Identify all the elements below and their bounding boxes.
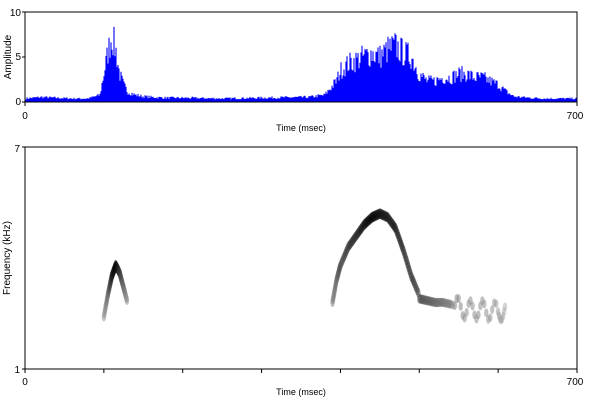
spectrogram-trace-mark [482,299,487,309]
spectrogram-y-tick-label: 1 [14,365,20,376]
amplitude-y-tick-label: 10 [10,8,22,19]
amplitude-y-axis-label: Amplitude [3,34,14,79]
amplitude-y-tick-label: 5 [15,52,21,63]
spectrogram-trace-mark [494,299,499,309]
amplitude-x-axis-label: Time (msec) [276,123,326,133]
spectrogram-trace-mark [452,301,457,311]
spectrogram-trace-mark [124,296,130,305]
spectrogram-trace-mark [476,310,481,320]
amplitude-waveform [25,26,577,102]
spectrogram-trace-mark [502,302,508,311]
spectrogram-trace-mark [456,294,461,304]
spectrogram-y-axis-label: Frequency (kHz) [2,221,13,295]
spectrogram-trace-mark [458,301,463,311]
spectrogram-traces [101,208,508,325]
spectrogram-x-tick-label: 700 [567,377,584,388]
spectrogram-trace-mark [484,308,489,318]
spectrogram-trace-mark [488,313,493,323]
spectrogram-plot-frame [24,146,578,370]
spectrogram-trace-mark [464,308,469,317]
amplitude-y-tick-label: 0 [15,97,21,108]
spectrogram-y-tick-label: 7 [14,144,20,155]
spectrogram-panel: 7 1 0 700 Time (msec) Frequency (kHz) [2,144,584,397]
amplitude-envelope [25,26,577,102]
spectrogram-trace-mark [470,301,475,311]
spectrogram-x-axis-label: Time (msec) [276,387,326,397]
amplitude-x-tick-label: 700 [567,111,584,122]
spectrogram-trace-mark [490,305,495,314]
amplitude-x-tick-label: 0 [22,111,28,122]
amplitude-ticks [22,11,578,106]
spectrogram-x-tick-label: 0 [22,377,28,388]
spectrogram-ticks [22,146,578,373]
amplitude-panel: 10 5 0 0 700 Time (msec) Amplitude [3,8,584,133]
